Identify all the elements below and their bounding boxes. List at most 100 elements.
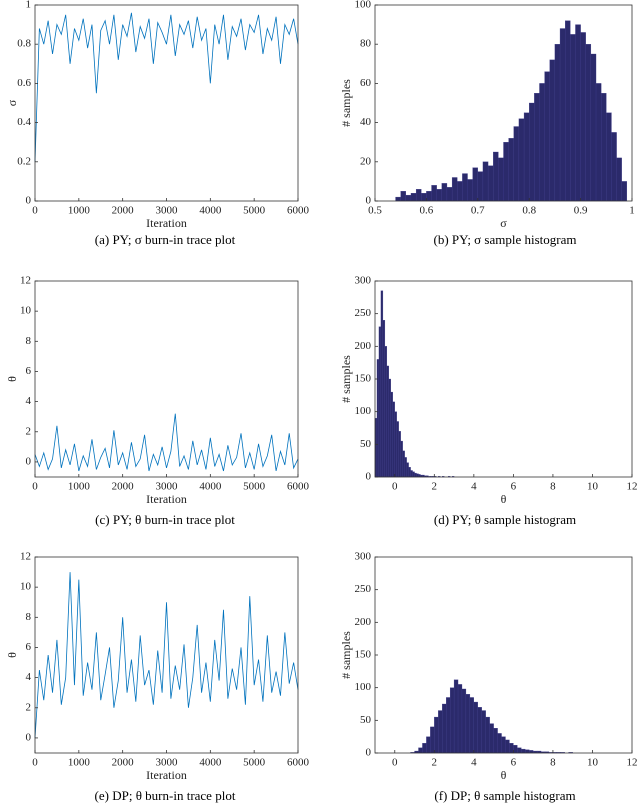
bar (518, 118, 525, 202)
bar (554, 44, 561, 202)
bar (410, 193, 417, 202)
bar (508, 138, 514, 202)
x-tick-label: 4 (471, 757, 477, 769)
x-tick-label: 1000 (68, 205, 91, 217)
x-tick-label: 4 (471, 481, 477, 493)
bar (400, 191, 406, 202)
bar (412, 471, 415, 478)
bar (565, 20, 571, 202)
x-tick-label: 2 (432, 757, 438, 769)
bar (386, 365, 389, 478)
bar (489, 723, 494, 754)
x-tick-label: 0.8 (522, 205, 536, 217)
y-tick-label: 0.6 (17, 77, 31, 89)
y-tick-label: 50 (360, 438, 372, 450)
bar (406, 462, 409, 478)
x-tick-label: 0 (392, 481, 398, 493)
x-tick-label: 3000 (156, 757, 179, 769)
bar (421, 193, 427, 202)
bar (493, 728, 498, 754)
bar (616, 157, 622, 202)
y-tick-label: 250 (355, 307, 372, 319)
y-axis-label: σ (5, 99, 19, 106)
y-tick-label: 12 (20, 551, 31, 563)
bar (416, 473, 419, 478)
bar (462, 173, 468, 202)
x-tick-label: 0 (32, 205, 38, 217)
y-tick-label: 0.4 (17, 116, 31, 128)
bar (517, 747, 522, 754)
bar (396, 421, 399, 478)
bar (426, 191, 432, 202)
x-tick-label: 1 (629, 205, 635, 217)
bar (477, 707, 482, 754)
y-tick-label: 0.2 (17, 155, 31, 167)
bar (418, 747, 423, 754)
y-axis-label: # samples (339, 355, 353, 403)
x-tick-label: 10 (587, 481, 599, 493)
bar (509, 743, 514, 754)
bar (376, 359, 380, 478)
bar (601, 93, 607, 202)
x-axis-label: σ (500, 216, 507, 230)
axes-frame (374, 4, 633, 202)
bar (422, 743, 427, 754)
bar (539, 83, 545, 202)
bar (521, 748, 526, 754)
caption: (f) DP; θ sample histogram (434, 788, 575, 803)
bar (408, 467, 411, 478)
bar (611, 132, 617, 202)
bar (404, 457, 407, 478)
y-tick-label: 2 (26, 425, 32, 437)
y-axis-label: # samples (339, 631, 353, 679)
bar (525, 749, 530, 754)
x-axis-label: Iteration (146, 492, 187, 506)
bar (402, 450, 405, 478)
x-tick-label: 0.9 (574, 205, 588, 217)
bar (585, 44, 592, 202)
y-tick-label: 4 (26, 671, 32, 683)
y-tick-label: 12 (20, 275, 31, 287)
y-tick-label: 60 (360, 77, 372, 89)
bar (477, 171, 484, 202)
bar (436, 189, 442, 202)
bar (570, 34, 576, 202)
bar (446, 697, 451, 754)
x-tick-label: 0.6 (420, 205, 434, 217)
y-tick-label: 4 (26, 395, 32, 407)
bar (415, 189, 422, 202)
y-tick-label: 0 (366, 471, 372, 483)
y-axis-label: θ (5, 652, 19, 658)
bar (410, 470, 413, 478)
x-tick-label: 6 (511, 481, 517, 493)
bar (453, 679, 459, 754)
x-tick-label: 8 (550, 481, 556, 493)
y-tick-label: 6 (26, 641, 32, 653)
y-tick-label: 2 (26, 701, 32, 713)
bar (449, 687, 455, 754)
bar (430, 726, 435, 754)
bar (487, 165, 494, 202)
x-axis-label: Iteration (146, 216, 187, 230)
bar (559, 28, 566, 202)
y-tick-label: 100 (355, 681, 372, 693)
x-tick-label: 0 (32, 481, 38, 493)
y-tick-label: 10 (20, 305, 32, 317)
y-tick-label: 6 (26, 365, 32, 377)
bar (621, 181, 628, 202)
caption: (a) PY; σ burn-in trace plot (95, 232, 236, 247)
bar (513, 745, 518, 754)
y-tick-label: 200 (355, 340, 372, 352)
bar (441, 183, 448, 202)
bar (438, 710, 443, 754)
bar (534, 93, 540, 202)
x-axis-label: θ (501, 492, 507, 506)
bar (473, 701, 478, 754)
bar (482, 161, 489, 202)
x-axis-label: θ (501, 768, 507, 782)
bar (398, 431, 401, 478)
y-tick-label: 100 (355, 0, 372, 11)
bar (461, 688, 467, 754)
x-tick-label: 1000 (68, 481, 91, 493)
